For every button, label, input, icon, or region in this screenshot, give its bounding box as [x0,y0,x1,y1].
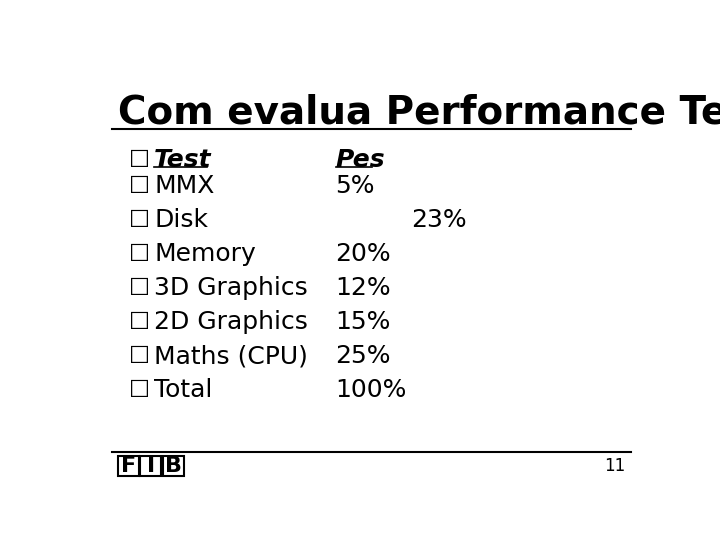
Text: Test: Test [154,148,212,172]
Text: 20%: 20% [336,242,391,266]
Text: 23%: 23% [411,208,467,232]
Text: □: □ [129,276,150,296]
Text: 15%: 15% [336,310,391,334]
Text: □: □ [129,242,150,262]
Text: B: B [165,456,181,476]
Text: Maths (CPU): Maths (CPU) [154,344,308,368]
FancyBboxPatch shape [140,456,161,476]
FancyBboxPatch shape [163,456,184,476]
Text: 2D Graphics: 2D Graphics [154,310,308,334]
Text: Total: Total [154,379,212,402]
Text: Disk: Disk [154,208,208,232]
Text: 5%: 5% [336,174,375,198]
Text: 25%: 25% [336,344,391,368]
Text: F: F [121,456,136,476]
Text: □: □ [129,379,150,399]
FancyBboxPatch shape [118,456,139,476]
Text: Com evalua Performance Test?: Com evalua Performance Test? [118,94,720,132]
Text: MMX: MMX [154,174,215,198]
Text: □: □ [129,310,150,330]
Text: Memory: Memory [154,242,256,266]
Text: 11: 11 [604,457,626,475]
Text: 100%: 100% [336,379,407,402]
Text: I: I [147,456,155,476]
Text: 12%: 12% [336,276,391,300]
Text: □: □ [129,208,150,228]
Text: □: □ [129,344,150,364]
Text: □: □ [129,148,150,168]
Text: □: □ [129,174,150,194]
Text: Pes: Pes [336,148,385,172]
Text: 3D Graphics: 3D Graphics [154,276,308,300]
